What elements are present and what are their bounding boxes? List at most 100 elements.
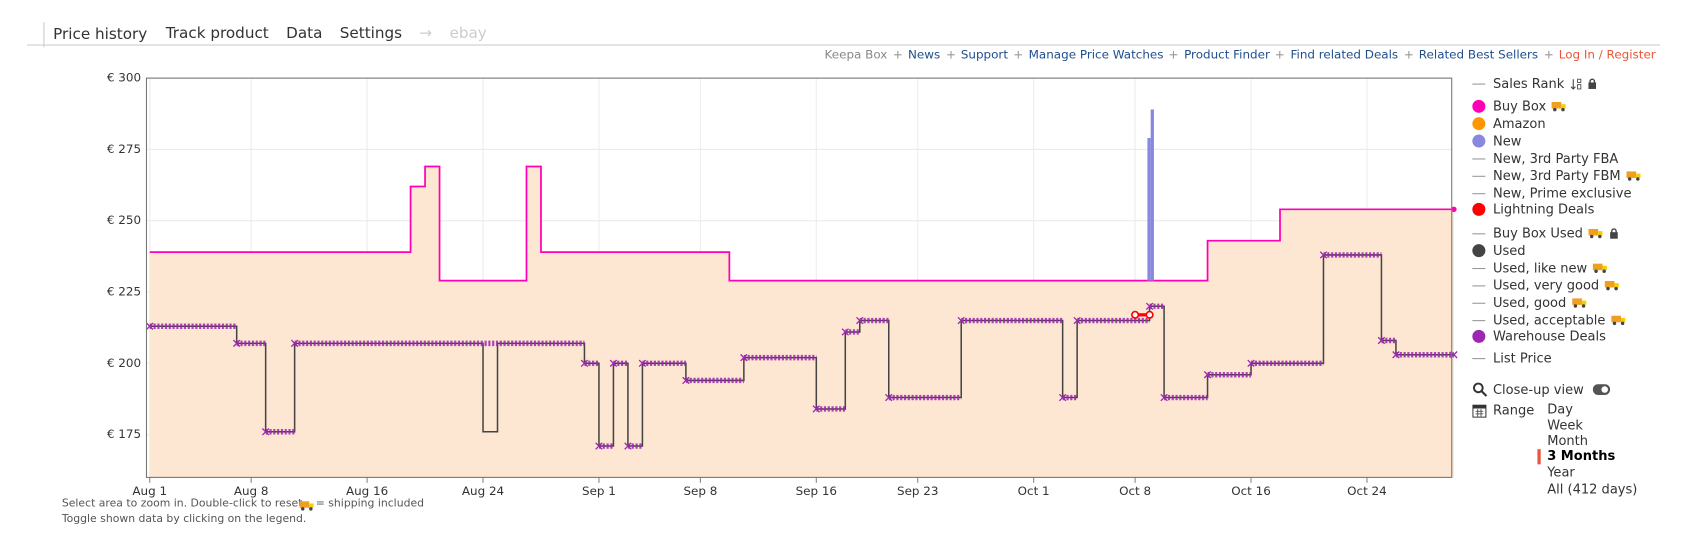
toggle-icon-part xyxy=(1601,386,1608,393)
legend-item[interactable]: Buy Box Used xyxy=(1472,225,1618,242)
lock-icon-part xyxy=(1610,231,1618,239)
legend-label: Used, acceptable xyxy=(1492,312,1606,328)
y-tick-label: € 225 xyxy=(107,285,141,299)
deal-marker xyxy=(812,405,821,413)
shipping-icon-part xyxy=(1592,263,1603,271)
legend-item[interactable]: Used, good xyxy=(1472,294,1587,311)
legend-item[interactable]: Lightning Deals xyxy=(1472,201,1594,218)
shipping-icon-part xyxy=(1598,234,1602,239)
end-point xyxy=(1451,206,1457,213)
legend-item[interactable]: Warehouse Deals xyxy=(1472,328,1606,345)
separator xyxy=(1544,50,1553,59)
legend-label: Used xyxy=(1492,243,1526,259)
legend-item[interactable]: Used, acceptable xyxy=(1472,311,1626,328)
link[interactable]: Related Best Sellers xyxy=(1418,47,1539,62)
separator xyxy=(1276,50,1284,59)
price-line xyxy=(149,165,1454,282)
calendar-icon xyxy=(1472,404,1487,418)
link[interactable]: Keepa Box xyxy=(824,47,888,62)
range-option[interactable]: Week xyxy=(1547,417,1583,433)
shipping-icon-part xyxy=(1614,283,1619,288)
note: = shipping included xyxy=(315,498,425,510)
range-option[interactable]: 3 Months xyxy=(1547,448,1616,464)
legend-item[interactable]: Sales Rank xyxy=(1472,75,1597,92)
legend-item[interactable]: Used xyxy=(1472,242,1526,259)
link-bar: Keepa Box News Support Manage Price Watches… xyxy=(825,48,1656,62)
tab[interactable]: ebay xyxy=(449,24,487,43)
shipping-icon xyxy=(1610,315,1625,326)
closeup-row[interactable]: Close-up view xyxy=(1472,381,1610,398)
deal-marker xyxy=(1377,336,1386,345)
legend-label: Used, like new xyxy=(1492,260,1588,276)
link[interactable]: Log In / Register xyxy=(1558,47,1656,62)
range-option[interactable]: Year xyxy=(1547,464,1575,480)
legend-dot xyxy=(1472,134,1486,148)
link[interactable]: Manage Price Watches xyxy=(1028,47,1164,62)
legend-item[interactable]: New, Prime exclusive xyxy=(1472,184,1631,201)
deal-marker xyxy=(957,316,965,325)
legend-item[interactable]: Used, like new xyxy=(1472,259,1607,276)
shipping-icon-part xyxy=(300,507,305,511)
tab[interactable]: Price history xyxy=(43,21,158,48)
legend-item[interactable]: Buy Box xyxy=(1472,98,1566,115)
shipping-icon-part xyxy=(1626,171,1636,178)
deal-marker xyxy=(1319,251,1328,259)
tab[interactable]: → xyxy=(419,24,433,43)
deal-marker xyxy=(595,442,603,450)
shipping-icon xyxy=(1551,101,1566,112)
calendar-icon-part xyxy=(1475,408,1484,417)
sort-icon xyxy=(1570,78,1582,90)
tab[interactable]: Data xyxy=(286,24,323,43)
range-option[interactable]: Day xyxy=(1547,401,1573,417)
range-option[interactable]: All (412 days) xyxy=(1547,481,1638,497)
lock-icon-part xyxy=(1588,81,1596,89)
deal-point xyxy=(1131,310,1140,319)
legend-line xyxy=(1472,302,1486,304)
tab[interactable]: Track product xyxy=(165,24,269,43)
shipping-icon-part xyxy=(1602,265,1607,271)
range-option[interactable]: Month xyxy=(1547,432,1589,449)
legend-item[interactable]: Used, very good xyxy=(1472,277,1619,294)
link[interactable]: Product Finder xyxy=(1184,47,1270,62)
legend-item[interactable]: New, 3rd Party FBM xyxy=(1472,167,1641,184)
tab[interactable]: Settings xyxy=(339,24,403,43)
shipping-icon-part xyxy=(1594,269,1598,273)
deal-marker xyxy=(638,359,647,368)
magnifier-icon xyxy=(1472,382,1488,397)
deal-marker xyxy=(1392,351,1400,359)
shipping-icon xyxy=(299,501,314,511)
legend-line xyxy=(1472,232,1486,234)
shipping-icon-part xyxy=(1551,101,1562,109)
deal-marker xyxy=(856,316,864,325)
link[interactable]: News xyxy=(907,47,941,62)
legend-dot xyxy=(1472,117,1486,131)
separator xyxy=(893,50,902,59)
shipping-icon-part xyxy=(1581,300,1586,305)
range-label: Range xyxy=(1492,402,1535,418)
shipping-icon-part xyxy=(1635,173,1641,178)
closeup-label: Close-up view xyxy=(1492,381,1584,398)
legend-dot xyxy=(1472,329,1486,343)
legend-item[interactable]: New, 3rd Party FBA xyxy=(1472,150,1618,167)
legend-label: Amazon xyxy=(1492,116,1546,132)
legend-label: Buy Box xyxy=(1492,98,1547,114)
spike-bar xyxy=(1150,109,1154,281)
link[interactable]: Find related Deals xyxy=(1290,47,1399,62)
deal-marker xyxy=(290,339,299,348)
deal-marker xyxy=(1247,359,1255,368)
link[interactable]: Support xyxy=(960,47,1009,62)
deal-marker xyxy=(1203,371,1212,379)
legend-label: New xyxy=(1492,133,1522,149)
x-tick-label: Oct 1 xyxy=(1018,484,1050,498)
legend-label: Warehouse Deals xyxy=(1492,328,1606,344)
x-tick-label: Aug 8 xyxy=(234,484,269,498)
legend-item[interactable]: New xyxy=(1472,132,1521,149)
legend-item[interactable]: List Price xyxy=(1472,349,1552,366)
sort-icon-part xyxy=(1576,83,1582,89)
tab-underline xyxy=(27,44,1661,46)
lock-icon-part xyxy=(1589,77,1595,83)
shipping-icon-part xyxy=(1581,304,1585,308)
x-tick-label: Oct 16 xyxy=(1231,484,1271,498)
legend-item[interactable]: Amazon xyxy=(1472,115,1546,132)
